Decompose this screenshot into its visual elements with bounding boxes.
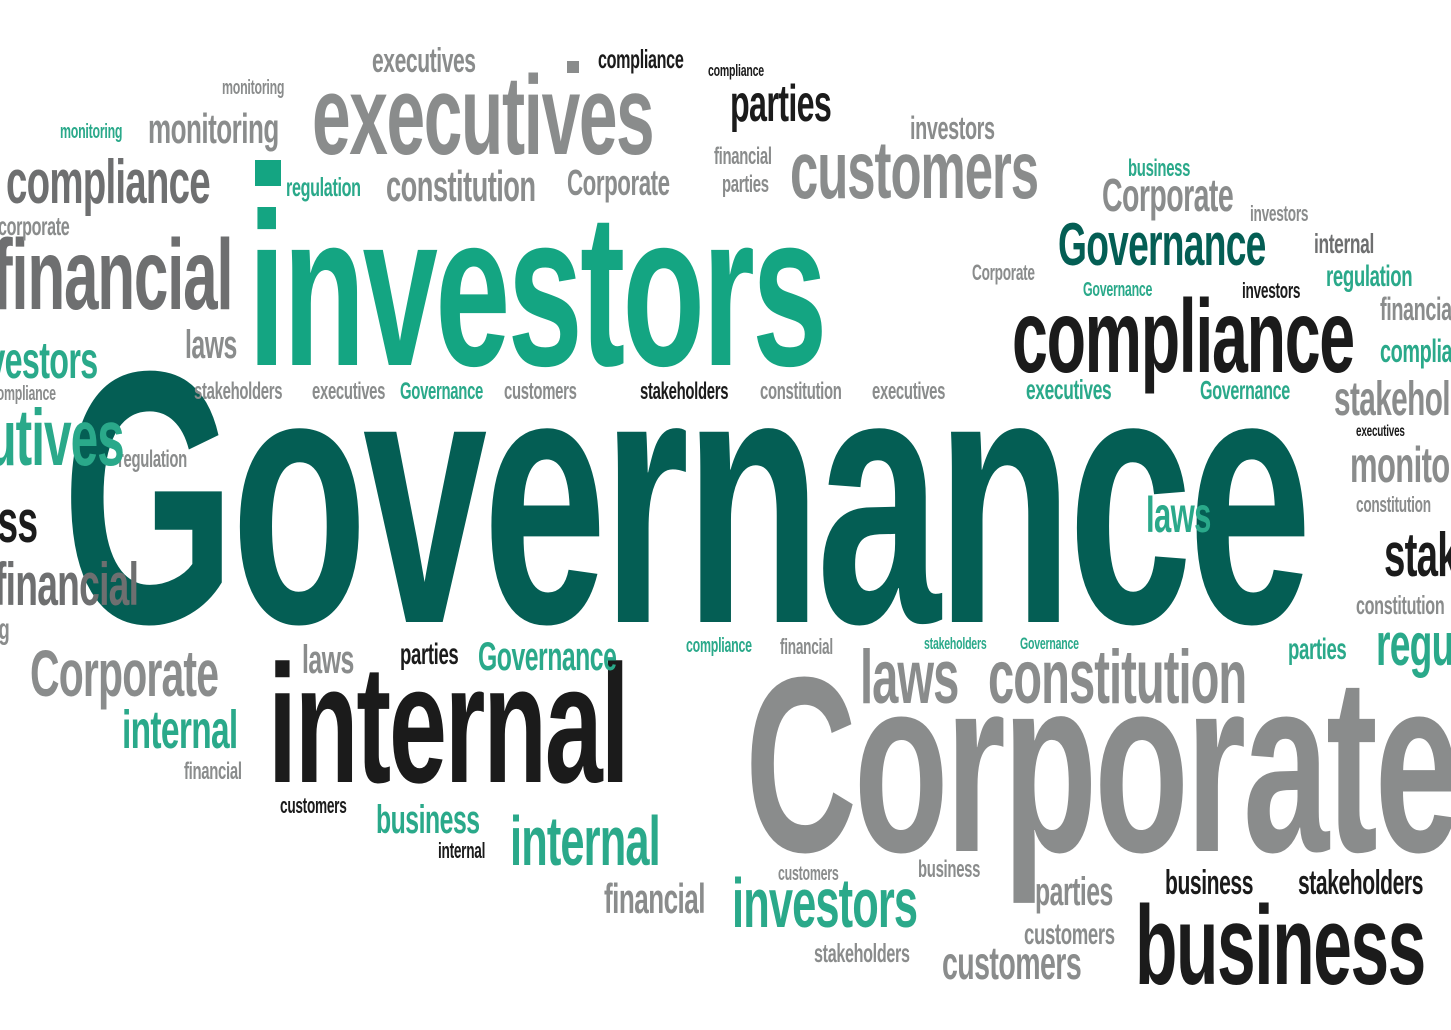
teal-square-accent [255, 160, 281, 186]
word-parties-bottom: parties [1035, 870, 1113, 914]
word-regulation-top: regulation [286, 172, 361, 202]
word-parties-top: parties [730, 75, 832, 133]
word-financial-left-bottom: financial [184, 758, 242, 785]
word-business-mid: business [376, 798, 480, 842]
word-customers-left-bottom: customers [280, 793, 347, 818]
word-business-right-top: business [1128, 155, 1191, 182]
word-laws-right: laws [1146, 487, 1211, 543]
word-financial-left: financial [0, 219, 234, 331]
word-laws-left: laws [185, 323, 237, 367]
word-governance-main: Governance [62, 297, 1312, 699]
word-investors-bottom: investors [732, 864, 918, 942]
word-stakeholders-row-dark: stakeholders [640, 378, 729, 405]
word-executives-teal: executives [1026, 374, 1112, 405]
word-investors-left-edge: investors [0, 332, 98, 390]
word-stakeholders-right-big: stakeholders [1384, 521, 1451, 590]
word-corporate-large: Corporate [745, 625, 1451, 904]
word-constitution-row: constitution [760, 378, 842, 405]
word-corporate-right-top: Corporate [1102, 169, 1234, 221]
word-monitoring-top: monitoring [148, 105, 279, 152]
word-compliance-left-edge: compliance [0, 383, 56, 405]
word-financial-mid: financial [780, 634, 833, 659]
word-investors-top-right: investors [910, 110, 995, 146]
word-customers-bottom-small: customers [1024, 918, 1115, 951]
word-governance-right-small: Governance [1083, 279, 1153, 301]
word-regulation-right: regulation [1326, 260, 1413, 293]
word-monitoring-left-edge: monitoring [0, 615, 10, 645]
word-customers-top: customers [790, 125, 1039, 216]
word-business-tiny-bottom: business [918, 856, 981, 883]
word-business-left-edge: business [0, 488, 38, 555]
word-corporate-left: Corporate [30, 636, 219, 710]
word-constitution-top: constitution [386, 162, 536, 211]
word-financial-left-small: financial [0, 551, 139, 618]
word-parties-top-small: parties [722, 171, 769, 198]
word-internal-left-bottom: internal [438, 838, 486, 863]
word-stakeholders-mid-teal: stakeholders [924, 634, 987, 653]
word-executives-top-small: executives [372, 42, 476, 80]
word-executives-row: executives [312, 378, 386, 405]
word-stakeholders-right: stakeholders [1298, 864, 1423, 902]
word-compliance-top: compliance [598, 44, 684, 74]
word-governance-right: Governance [1058, 211, 1266, 278]
word-stakeholders-bottom: stakeholders [814, 938, 910, 968]
word-compliance-top-tiny: compliance [708, 61, 764, 80]
word-stakeholders-right-edge: stakeholders [1334, 373, 1451, 426]
word-business-small-right: business [1165, 864, 1254, 902]
word-investors-right-small: investors [1250, 201, 1309, 226]
word-compliance-large: compliance [1012, 279, 1355, 395]
word-parties-mid: parties [400, 638, 459, 671]
word-compliance-mid-teal: compliance [686, 635, 752, 657]
word-business-large: business [1135, 883, 1426, 1008]
word-customers-row: customers [504, 378, 577, 405]
word-constitution-right-small: constitution [1356, 590, 1445, 620]
word-financial-top: financial [714, 143, 772, 170]
word-monitoring-right-edge: monitoring [1350, 437, 1451, 493]
word-parties-right-teal: parties [1288, 633, 1347, 666]
word-corporate-top: Corporate [567, 162, 670, 203]
word-internal-large: internal [268, 630, 630, 818]
word-governance-row: Governance [400, 378, 484, 405]
word-constitution-right-edge: constitution [1356, 492, 1431, 517]
word-customers-tiny-bottom: customers [778, 863, 839, 885]
word-corporate-left-edge: corporate [0, 211, 70, 241]
word-executives-row-right: executives [872, 378, 946, 405]
word-monitoring-tiny: monitoring [222, 77, 285, 99]
word-regulation-left: regulation [118, 446, 187, 473]
word-compliance-right-edge: compliance [1380, 333, 1451, 369]
word-laws-mid: laws [860, 635, 959, 720]
word-monitoring-small: monitoring [60, 121, 123, 143]
word-investors-large: investors [248, 169, 827, 412]
word-investors-right-tiny: investors [1242, 278, 1301, 303]
word-internal-mid: internal [510, 802, 661, 880]
word-customers-bottom: customers [942, 937, 1082, 989]
word-regulation-right-edge: regulation [1376, 611, 1451, 678]
word-governance-teal-small: Governance [1200, 375, 1290, 405]
word-compliance-left: compliance [6, 148, 211, 217]
word-corporate-right-small: Corporate [972, 260, 1035, 285]
word-financial-bottom: financial [604, 875, 705, 922]
gray-square-accent [567, 61, 579, 73]
word-executives-right-tiny: executives [1356, 423, 1405, 440]
word-constitution-mid: constitution [988, 635, 1247, 720]
word-internal-left: internal [122, 700, 238, 760]
word-governance-mid-tiny: Governance [1020, 634, 1079, 653]
word-laws-left-mid: laws [302, 638, 354, 682]
word-executives-left-edge: executives [0, 393, 125, 482]
word-internal-right: internal [1314, 228, 1374, 259]
word-executives-large: executives [312, 53, 655, 178]
word-financial-right-edge: financial [1380, 291, 1451, 327]
word-governance-mid: Governance [478, 635, 617, 679]
word-stakeholders-row: stakeholders [194, 378, 283, 405]
